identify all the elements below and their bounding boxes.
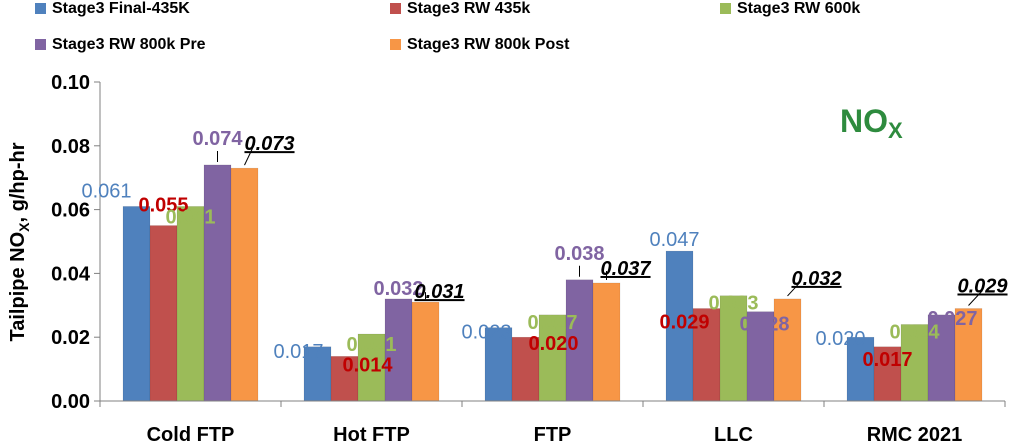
legend-swatch-2	[390, 3, 401, 14]
data-label: 0.032	[791, 268, 841, 290]
bar	[384, 298, 413, 402]
data-label: 0.029	[659, 311, 709, 333]
chart-title-subscript: X	[888, 118, 903, 143]
x-tick-label: RMC 2021	[867, 424, 963, 443]
legend-swatch-1	[35, 3, 46, 14]
bar	[511, 336, 540, 402]
legend-label-1: Stage3 Final-435K	[52, 0, 190, 17]
y-tick-label: 0.02	[51, 327, 90, 349]
bar	[873, 346, 902, 402]
x-tick-label: LLC	[714, 424, 753, 443]
bar	[357, 333, 386, 402]
y-tick-label: 0.00	[51, 391, 90, 413]
legend-label-4: Stage3 RW 800k Pre	[52, 36, 206, 53]
data-label: 0.031	[414, 281, 464, 303]
legend-swatch-4	[35, 39, 46, 50]
bar	[665, 250, 694, 402]
data-label: 0.073	[244, 133, 294, 155]
y-tick-label: 0.10	[51, 72, 90, 94]
legend-swatch-3	[720, 3, 731, 14]
y-tick-label: 0.08	[51, 136, 90, 158]
data-label: 0.017	[273, 341, 323, 363]
chart-title-main: NO	[840, 103, 888, 139]
bar	[230, 167, 259, 402]
data-label: 0.037	[600, 258, 651, 280]
x-tick-label: FTP	[534, 424, 572, 443]
data-label: 0.028	[739, 314, 789, 336]
bar	[927, 314, 956, 402]
data-label: 0.014	[342, 354, 393, 376]
y-axis-label-main: Tailpipe NO	[7, 232, 29, 342]
y-axis: 0.00 0.02 0.04 0.06 0.08 0.10	[51, 72, 101, 413]
data-label: 0.024	[889, 321, 940, 343]
data-label: 0.020	[815, 328, 865, 350]
data-label: 0.032	[373, 278, 423, 300]
legend-label-2: Stage3 RW 435k	[407, 0, 530, 17]
legend: Stage3 Final-435K Stage3 RW 435k Stage3 RW…	[35, 0, 860, 53]
label-leader-line	[244, 143, 255, 166]
data-label: 0.074	[192, 128, 243, 150]
bar	[149, 225, 178, 402]
y-axis-label: Tailpipe NOX, g/hp-hr	[7, 142, 32, 341]
x-axis: Cold FTP Hot FTP FTP LLC RMC 2021	[99, 400, 1006, 443]
bar	[954, 308, 983, 402]
data-label: 0.047	[649, 229, 699, 251]
data-label: 0.017	[862, 349, 912, 371]
data-label: 0.029	[957, 275, 1008, 297]
bar	[484, 327, 513, 402]
data-labels: 0.061 0.017 0.023 0.047 0.020 0.055 0.014 0.020…	[81, 128, 1008, 376]
data-label: 0.020	[528, 333, 578, 355]
legend-label-5: Stage3 RW 800k Post	[407, 36, 570, 53]
bars	[122, 164, 983, 402]
data-label: 0.027	[927, 308, 977, 330]
data-label: 0.061	[81, 180, 131, 202]
bar	[122, 206, 151, 402]
x-tick-label: Cold FTP	[147, 424, 235, 443]
bar	[176, 206, 205, 402]
bar	[773, 298, 802, 402]
data-label: 0.055	[138, 195, 188, 217]
y-tick-label: 0.04	[51, 263, 91, 285]
bar	[592, 282, 621, 402]
bar	[846, 336, 875, 402]
legend-swatch-5	[390, 39, 401, 50]
data-label: 0.038	[554, 243, 604, 265]
data-label: 0.061	[165, 206, 215, 228]
data-label: 0.023	[461, 322, 511, 344]
y-axis-label-subscript: X	[16, 222, 32, 232]
bar	[565, 279, 594, 402]
y-axis-label-tail: , g/hp-hr	[7, 142, 29, 222]
data-label: 0.021	[346, 334, 396, 356]
label-leader-line	[787, 282, 800, 297]
data-label: 0.027	[527, 312, 577, 334]
bar	[719, 295, 748, 402]
bar	[746, 311, 775, 402]
label-leader-line	[968, 290, 983, 306]
legend-label-3: Stage3 RW 600k	[737, 0, 860, 17]
bar	[900, 324, 929, 402]
bar	[411, 301, 440, 402]
y-tick-label: 0.06	[51, 200, 90, 222]
bar	[330, 356, 359, 402]
data-label: 0.033	[708, 293, 758, 315]
chart-title: NOX	[840, 103, 903, 143]
x-tick-label: Hot FTP	[333, 424, 410, 443]
bar	[203, 164, 232, 402]
